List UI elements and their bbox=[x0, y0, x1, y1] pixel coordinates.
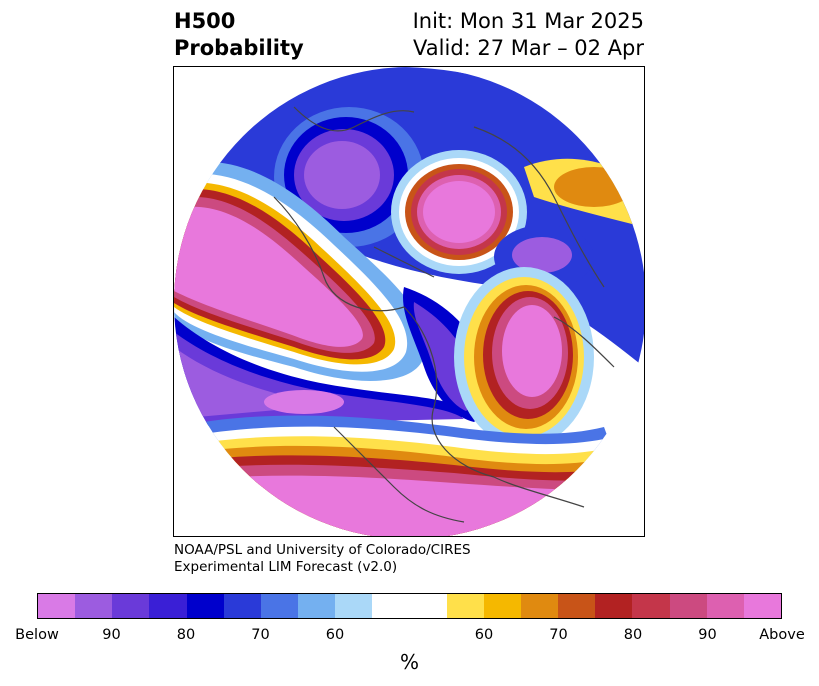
colorbar-tick-label: 90 bbox=[102, 627, 121, 643]
colorbar-segment bbox=[372, 594, 447, 618]
title-quantity: Probability bbox=[174, 36, 304, 60]
colorbar-segment bbox=[743, 594, 782, 618]
credit-text: NOAA/PSL and University of Colorado/CIRE… bbox=[174, 542, 471, 576]
colorbar-tick-label: Below bbox=[15, 627, 59, 643]
colorbar-segment bbox=[186, 594, 224, 618]
colorbar-segment bbox=[595, 594, 633, 618]
colorbar-segment bbox=[260, 594, 299, 618]
colorbar-segment bbox=[112, 594, 150, 618]
colorbar-segment bbox=[149, 594, 187, 618]
credit-line-1: NOAA/PSL and University of Colorado/CIRE… bbox=[174, 542, 471, 558]
colorbar-segment bbox=[298, 594, 336, 618]
colorbar-tick-label: 70 bbox=[549, 627, 568, 643]
colorbar-segment bbox=[75, 594, 113, 618]
colorbar-segment bbox=[706, 594, 744, 618]
colorbar-segment bbox=[521, 594, 559, 618]
colorbar-segment bbox=[223, 594, 261, 618]
valid-range: Valid: 27 Mar – 02 Apr bbox=[413, 36, 644, 60]
title-variable: H500 bbox=[174, 9, 236, 33]
colorbar-tick-label: 80 bbox=[623, 627, 643, 643]
colorbar-segment bbox=[446, 594, 484, 618]
title-block-right: Init: Mon 31 Mar 2025 Valid: 27 Mar – 02… bbox=[413, 8, 644, 62]
polar-map bbox=[174, 67, 644, 536]
colorbar-segment bbox=[483, 594, 522, 618]
title-block-left: H500 Probability bbox=[174, 8, 304, 62]
colorbar-tick-label: 60 bbox=[325, 627, 345, 643]
colorbar-ticks: Below 90 80 70 60 60 70 80 90 Above bbox=[0, 627, 819, 647]
colorbar-segment bbox=[335, 594, 373, 618]
colorbar-tick-label: 70 bbox=[251, 627, 270, 643]
colorbar-segment bbox=[38, 594, 76, 618]
probability-field bbox=[174, 67, 644, 536]
colorbar bbox=[37, 593, 782, 619]
init-date: Init: Mon 31 Mar 2025 bbox=[412, 9, 644, 33]
colorbar-segment bbox=[558, 594, 596, 618]
colorbar-tick-label: 60 bbox=[474, 627, 494, 643]
colorbar-segment bbox=[632, 594, 670, 618]
colorbar-segment bbox=[669, 594, 707, 618]
coastlines bbox=[273, 106, 615, 523]
colorbar-tick-label: 80 bbox=[176, 627, 196, 643]
colorbar-tick-label: Above bbox=[759, 627, 805, 643]
map-frame bbox=[173, 66, 645, 537]
credit-line-2: Experimental LIM Forecast (v2.0) bbox=[174, 559, 398, 575]
colorbar-tick-label: 90 bbox=[698, 627, 717, 643]
colorbar-unit: % bbox=[399, 650, 419, 674]
